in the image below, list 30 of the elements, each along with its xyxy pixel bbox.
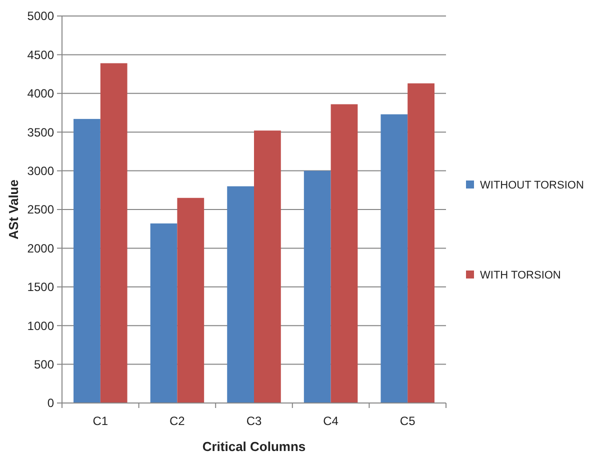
- y-axis-title: ASt Value: [6, 180, 21, 240]
- y-tick-label: 4000: [27, 86, 54, 101]
- y-tick-label: 1500: [27, 280, 54, 294]
- bar: [254, 130, 281, 403]
- y-tick-label: 3000: [27, 164, 54, 178]
- x-tick-label: C3: [246, 414, 262, 428]
- y-tick-label: 4500: [27, 48, 54, 62]
- x-tick-label: C4: [323, 414, 339, 428]
- legend-label: WITH TORSION: [480, 269, 561, 282]
- x-tick-label: C1: [92, 414, 108, 428]
- y-tick-label: 3500: [27, 125, 54, 140]
- y-tick-label: 500: [34, 358, 54, 372]
- bar: [380, 114, 408, 403]
- y-tick-label: 2500: [27, 202, 54, 217]
- bar: [227, 186, 254, 403]
- bar: [408, 83, 434, 403]
- x-axis-title: Critical Columns: [202, 439, 306, 454]
- x-tick-label: C2: [170, 414, 186, 428]
- y-tick-label: 0: [47, 396, 54, 410]
- x-tick-label: C5: [400, 414, 416, 428]
- bar: [100, 63, 128, 403]
- bar: [304, 170, 331, 403]
- bar: [150, 223, 178, 403]
- y-tick-label: 5000: [27, 9, 54, 24]
- y-tick-label: 2000: [27, 241, 54, 256]
- legend-label: WITHOUT TORSION: [480, 179, 584, 192]
- bar: [330, 104, 358, 403]
- bar: [177, 198, 204, 403]
- y-tick-label: 1000: [27, 318, 54, 333]
- bar: [74, 118, 100, 403]
